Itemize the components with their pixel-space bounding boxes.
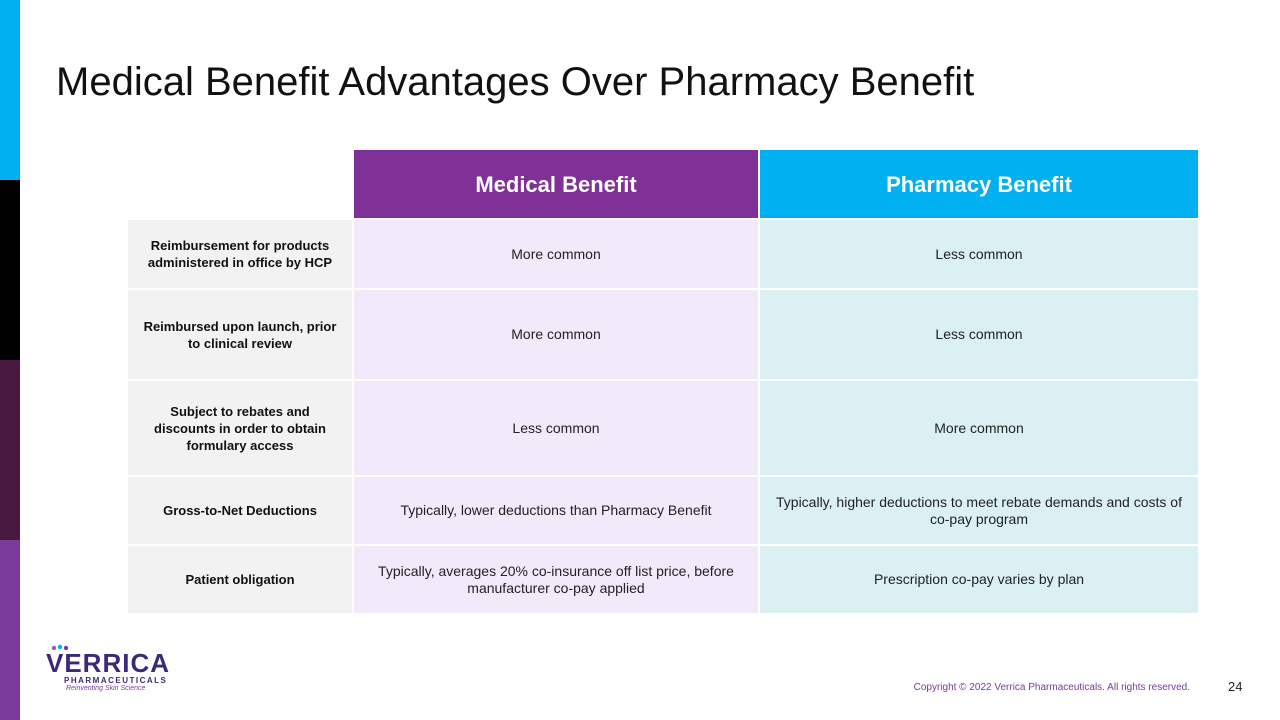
table-row: Reimbursement for products administered … xyxy=(126,218,1200,290)
table-header-row: Medical Benefit Pharmacy Benefit xyxy=(126,148,1200,220)
medical-cell: More common xyxy=(352,288,760,381)
pharmacy-cell: Typically, higher deductions to meet reb… xyxy=(758,475,1200,546)
header-pharmacy-benefit: Pharmacy Benefit xyxy=(758,148,1200,220)
comparison-table: Medical Benefit Pharmacy Benefit Reimbur… xyxy=(126,148,1200,615)
table-row: Reimbursed upon launch, prior to clinica… xyxy=(126,288,1200,381)
logo-subtitle: PHARMACEUTICALS xyxy=(64,676,168,685)
verrica-logo: VERRICA PHARMACEUTICALS Reinventing Skin… xyxy=(44,644,174,694)
row-label: Reimbursement for products administered … xyxy=(126,218,354,290)
pharmacy-cell: Less common xyxy=(758,218,1200,290)
header-empty-cell xyxy=(126,148,354,220)
table-row: Subject to rebates and discounts in orde… xyxy=(126,379,1200,477)
side-accent-bar xyxy=(0,0,20,720)
medical-cell: Typically, averages 20% co-insurance off… xyxy=(352,544,760,615)
side-bar-segment-blue xyxy=(0,0,20,180)
pharmacy-cell: More common xyxy=(758,379,1200,477)
side-bar-segment-plum xyxy=(0,360,20,540)
row-label: Patient obligation xyxy=(126,544,354,615)
side-bar-segment-black xyxy=(0,180,20,360)
side-bar-segment-purple xyxy=(0,540,20,720)
header-medical-benefit: Medical Benefit xyxy=(352,148,760,220)
medical-cell: Less common xyxy=(352,379,760,477)
logo-wordmark: VERRICA xyxy=(46,648,171,678)
medical-cell: More common xyxy=(352,218,760,290)
page-number: 24 xyxy=(1228,679,1243,694)
row-label: Reimbursed upon launch, prior to clinica… xyxy=(126,288,354,381)
table-row: Gross-to-Net Deductions Typically, lower… xyxy=(126,475,1200,546)
pharmacy-cell: Less common xyxy=(758,288,1200,381)
row-label: Subject to rebates and discounts in orde… xyxy=(126,379,354,477)
logo-tagline: Reinventing Skin Science xyxy=(66,685,146,692)
slide-title: Medical Benefit Advantages Over Pharmacy… xyxy=(56,60,975,104)
logo-dots-icon xyxy=(51,644,69,651)
row-label: Gross-to-Net Deductions xyxy=(126,475,354,546)
table-row: Patient obligation Typically, averages 2… xyxy=(126,544,1200,615)
pharmacy-cell: Prescription co-pay varies by plan xyxy=(758,544,1200,615)
copyright-text: Copyright © 2022 Verrica Pharmaceuticals… xyxy=(913,682,1190,693)
medical-cell: Typically, lower deductions than Pharmac… xyxy=(352,475,760,546)
